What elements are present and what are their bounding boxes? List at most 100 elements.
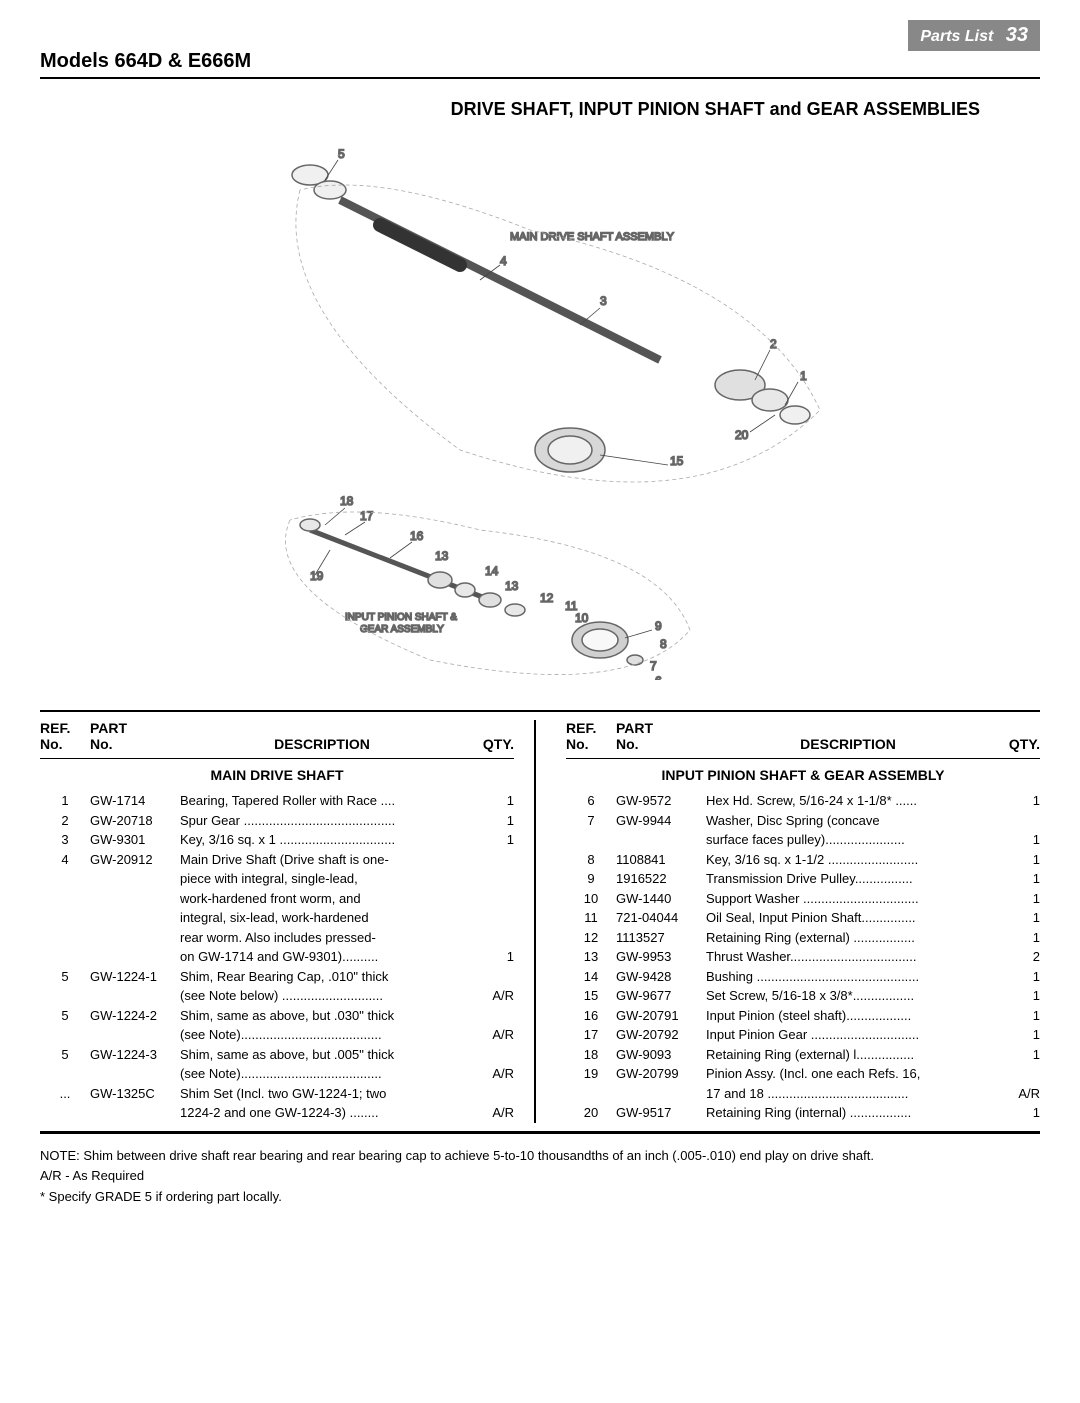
svg-text:18: 18 xyxy=(340,494,354,508)
svg-text:8: 8 xyxy=(660,637,667,651)
cell-ref: 4 xyxy=(40,850,90,870)
cell-ref: 10 xyxy=(566,889,616,909)
cell-ref: 12 xyxy=(566,928,616,948)
page-number: 33 xyxy=(1006,24,1028,46)
table-row: 91916522Transmission Drive Pulley.......… xyxy=(566,869,1040,889)
table-row: 5GW-1224-3Shim, same as above, but .005"… xyxy=(40,1045,514,1065)
cell-part: GW-20799 xyxy=(616,1064,706,1084)
cell-qty xyxy=(464,908,514,928)
cell-part xyxy=(616,1084,706,1104)
header-desc: DESCRIPTION xyxy=(800,736,896,752)
header-qty: QTY. xyxy=(1009,736,1040,752)
table-row: work-hardened front worm, and xyxy=(40,889,514,909)
cell-ref: 11 xyxy=(566,908,616,928)
svg-text:20: 20 xyxy=(735,428,749,442)
cell-qty: 1 xyxy=(990,986,1040,1006)
cell-ref: 20 xyxy=(566,1103,616,1123)
diagram-title: DRIVE SHAFT, INPUT PINION SHAFT and GEAR… xyxy=(40,99,1040,120)
table-row: 1224-2 and one GW-1224-3) ........A/R xyxy=(40,1103,514,1123)
table-row: 16GW-20791Input Pinion (steel shaft)....… xyxy=(566,1006,1040,1026)
cell-part: GW-9301 xyxy=(90,830,180,850)
cell-qty: 2 xyxy=(990,947,1040,967)
cell-ref: 9 xyxy=(566,869,616,889)
cell-qty xyxy=(464,1084,514,1104)
cell-desc: Set Screw, 5/16-18 x 3/8*...............… xyxy=(706,986,990,1006)
cell-part: GW-1714 xyxy=(90,791,180,811)
svg-text:17: 17 xyxy=(360,509,374,523)
cell-qty xyxy=(990,1064,1040,1084)
header-ref: REF. xyxy=(40,720,90,736)
cell-ref: 2 xyxy=(40,811,90,831)
cell-ref: 8 xyxy=(566,850,616,870)
cell-desc: Shim, Rear Bearing Cap, .010" thick xyxy=(180,967,464,987)
table-row: 17GW-20792Input Pinion Gear ............… xyxy=(566,1025,1040,1045)
cell-part xyxy=(90,1103,180,1123)
table-row: 10GW-1440Support Washer ................… xyxy=(566,889,1040,909)
table-row: ...GW-1325CShim Set (Incl. two GW-1224-1… xyxy=(40,1084,514,1104)
svg-text:3: 3 xyxy=(600,294,607,308)
right-rows-container: 6GW-9572Hex Hd. Screw, 5/16-24 x 1-1/8* … xyxy=(566,791,1040,1123)
cell-ref: 17 xyxy=(566,1025,616,1045)
cell-qty: 1 xyxy=(990,869,1040,889)
table-row: 3GW-9301Key, 3/16 sq. x 1 ..............… xyxy=(40,830,514,850)
table-row: 13GW-9953Thrust Washer..................… xyxy=(566,947,1040,967)
table-row: 14GW-9428Bushing .......................… xyxy=(566,967,1040,987)
table-row: 5GW-1224-2Shim, same as above, but .030"… xyxy=(40,1006,514,1026)
cell-part: GW-9428 xyxy=(616,967,706,987)
cell-part: GW-1224-1 xyxy=(90,967,180,987)
cell-ref xyxy=(40,1103,90,1123)
svg-text:15: 15 xyxy=(670,454,684,468)
cell-ref: 5 xyxy=(40,1006,90,1026)
cell-part: GW-20912 xyxy=(90,850,180,870)
cell-desc: Shim, same as above, but .030" thick xyxy=(180,1006,464,1026)
svg-text:4: 4 xyxy=(500,254,507,268)
cell-ref: 16 xyxy=(566,1006,616,1026)
svg-text:14: 14 xyxy=(485,564,499,578)
cell-part: GW-20792 xyxy=(616,1025,706,1045)
cell-ref: 5 xyxy=(40,1045,90,1065)
cell-desc: Oil Seal, Input Pinion Shaft............… xyxy=(706,908,990,928)
cell-part: GW-9953 xyxy=(616,947,706,967)
svg-text:MAIN DRIVE SHAFT ASSEMBLY: MAIN DRIVE SHAFT ASSEMBLY xyxy=(510,231,675,243)
diagram-section: DRIVE SHAFT, INPUT PINION SHAFT and GEAR… xyxy=(40,99,1040,680)
cell-qty xyxy=(464,850,514,870)
cell-qty: 1 xyxy=(990,1103,1040,1123)
cell-ref xyxy=(40,869,90,889)
cell-part: 721-04044 xyxy=(616,908,706,928)
footnotes: NOTE: Shim between drive shaft rear bear… xyxy=(40,1146,1040,1208)
footnote-ar: A/R - As Required xyxy=(40,1166,1040,1187)
cell-qty xyxy=(464,1006,514,1026)
header-ref-sub: No. xyxy=(40,736,90,752)
header-ref-sub: No. xyxy=(566,736,616,752)
cell-part xyxy=(90,928,180,948)
cell-ref: 6 xyxy=(566,791,616,811)
cell-desc: Transmission Drive Pulley...............… xyxy=(706,869,990,889)
cell-part: 1916522 xyxy=(616,869,706,889)
cell-ref: 15 xyxy=(566,986,616,1006)
cell-ref: 3 xyxy=(40,830,90,850)
table-row: 7GW-9944Washer, Disc Spring (concave xyxy=(566,811,1040,831)
cell-ref: 7 xyxy=(566,811,616,831)
svg-text:1: 1 xyxy=(800,369,807,383)
cell-part xyxy=(90,947,180,967)
table-row: 4GW-20912Main Drive Shaft (Drive shaft i… xyxy=(40,850,514,870)
cell-desc: Bushing ................................… xyxy=(706,967,990,987)
cell-desc: Bearing, Tapered Roller with Race .... xyxy=(180,791,464,811)
table-row: 6GW-9572Hex Hd. Screw, 5/16-24 x 1-1/8* … xyxy=(566,791,1040,811)
svg-text:13: 13 xyxy=(505,579,519,593)
cell-desc: Input Pinion (steel shaft)..............… xyxy=(706,1006,990,1026)
cell-desc: Thrust Washer...........................… xyxy=(706,947,990,967)
header-qty: QTY. xyxy=(483,736,514,752)
svg-text:10: 10 xyxy=(575,611,589,625)
table-row: rear worm. Also includes pressed- xyxy=(40,928,514,948)
cell-part: 1113527 xyxy=(616,928,706,948)
cell-qty: A/R xyxy=(464,1103,514,1123)
table-row: 121113527Retaining Ring (external) .....… xyxy=(566,928,1040,948)
cell-qty: 1 xyxy=(990,1006,1040,1026)
cell-ref xyxy=(40,928,90,948)
cell-ref: 13 xyxy=(566,947,616,967)
table-row: integral, six-lead, work-hardened xyxy=(40,908,514,928)
table-row: 81108841Key, 3/16 sq. x 1-1/2 ..........… xyxy=(566,850,1040,870)
right-section-title: INPUT PINION SHAFT & GEAR ASSEMBLY xyxy=(566,767,1040,783)
table-row: surface faces pulley)...................… xyxy=(566,830,1040,850)
